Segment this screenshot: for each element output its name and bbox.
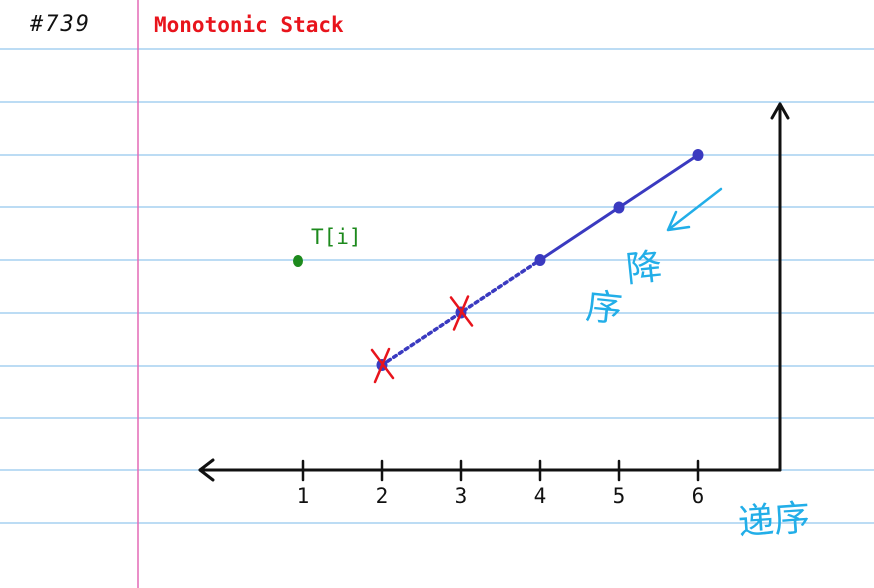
x-axis-arrowhead bbox=[198, 458, 215, 482]
x-axis-ticks bbox=[301, 459, 700, 482]
x-tick-label: 5 bbox=[613, 484, 626, 508]
down-left-arrow-icon bbox=[666, 187, 723, 232]
removed-marks bbox=[370, 295, 474, 384]
note-title: Monotonic Stack bbox=[154, 13, 344, 37]
increasing-label: 递序 bbox=[737, 498, 812, 544]
axes bbox=[198, 102, 790, 482]
decreasing-label-char-1: 降 bbox=[624, 246, 664, 291]
x-axis-tick-labels: 1 2 3 4 5 6 bbox=[297, 484, 705, 508]
x-tick-label: 6 bbox=[692, 484, 705, 508]
removed-x-mark bbox=[370, 347, 395, 384]
x-tick-label: 4 bbox=[534, 484, 547, 508]
x-tick-label: 3 bbox=[455, 484, 468, 508]
x-tick-label: 1 bbox=[297, 484, 310, 508]
current-point-label: T[i] bbox=[311, 225, 362, 249]
decreasing-label-char-2: 序 bbox=[584, 286, 624, 331]
current-element: T[i] bbox=[293, 225, 362, 267]
ruled-lines bbox=[0, 48, 874, 524]
stack-point bbox=[534, 254, 546, 266]
note-id: #739 bbox=[30, 12, 91, 37]
y-axis-arrowhead bbox=[770, 102, 790, 120]
decreasing-annotation: 降 序 bbox=[584, 187, 723, 331]
stack-point bbox=[613, 201, 625, 214]
x-tick-label: 2 bbox=[376, 484, 389, 508]
stack-point bbox=[692, 149, 704, 161]
removed-x-mark bbox=[449, 295, 474, 331]
current-point bbox=[293, 255, 303, 267]
